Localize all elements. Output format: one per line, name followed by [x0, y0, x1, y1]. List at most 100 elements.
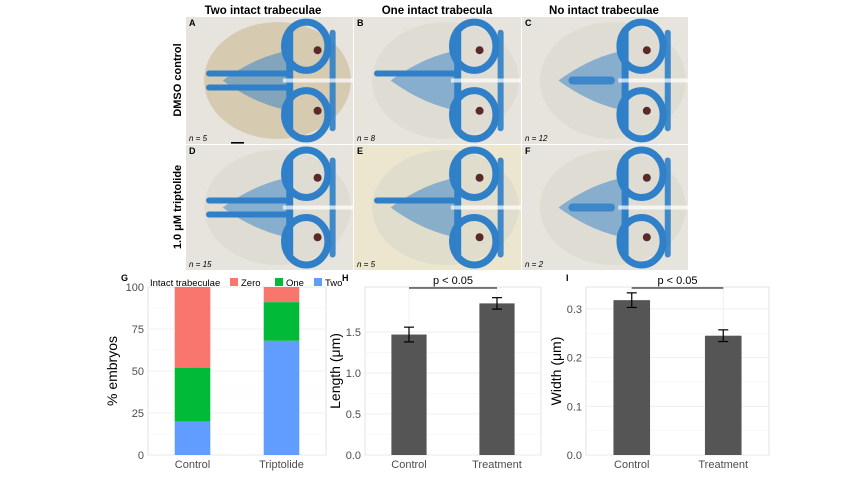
notochord [282, 205, 353, 210]
chart-i: I 0.0 0.1 0.2 0.3 Width (μm) Control Treatment p… [548, 273, 770, 471]
y-tick-label: 1.5 [346, 327, 361, 339]
legend: Intact trabeculae Zero One Two [150, 278, 342, 289]
y-axis-label: Length (μm) [327, 333, 343, 409]
otolith [475, 173, 484, 182]
notochord [282, 78, 353, 83]
legend-title: Intact trabeculae [150, 278, 220, 289]
notochord [618, 205, 688, 210]
micrograph-panel: Dn = 15 [186, 145, 353, 270]
sample-size: n = 2 [525, 260, 544, 269]
legend-label-two: Two [325, 278, 342, 289]
significance-label: p < 0.05 [433, 275, 473, 287]
legend-key-two [314, 278, 322, 286]
otic-capsule [281, 146, 332, 201]
otic-capsule [449, 18, 500, 74]
x-tick-label: Control [391, 459, 426, 471]
micrograph-panel: Bn = 8 [354, 17, 521, 144]
y-tick-label: 0.5 [346, 409, 361, 421]
notochord [450, 205, 521, 210]
panel-letter: C [525, 18, 532, 28]
ethmoid-plate [222, 177, 290, 238]
otolith [313, 46, 322, 55]
ethmoid-plate [558, 50, 625, 111]
bar-segment-two [263, 340, 300, 455]
sample-size: n = 5 [189, 134, 208, 143]
x-tick-label: Control [175, 459, 210, 471]
bar [391, 334, 427, 455]
otic-capsule [281, 214, 332, 269]
sample-size: n = 12 [525, 134, 548, 143]
otolith [475, 106, 484, 115]
otolith [642, 173, 651, 182]
otolith [313, 233, 322, 242]
panel-letter: G [121, 273, 128, 283]
significance-label: p < 0.05 [657, 275, 697, 287]
legend-label-one: One [286, 278, 304, 289]
sample-size: n = 5 [357, 260, 376, 269]
x-tick-label: Treatment [698, 459, 748, 471]
otic-capsule [616, 146, 667, 201]
y-tick-label: 0 [138, 450, 144, 462]
x-tick-label: Triptolide [259, 459, 304, 471]
otic-capsule [281, 18, 332, 74]
otic-capsule [281, 87, 332, 143]
otolith [475, 46, 484, 55]
y-axis-label: Width (μm) [548, 337, 564, 406]
micrograph-panel: En = 5 [354, 145, 521, 270]
otolith [642, 233, 651, 242]
y-tick-label: 1.0 [346, 368, 361, 380]
row-label-dmso: DMSO control [172, 43, 184, 116]
scale-bar [231, 142, 244, 144]
notochord [618, 78, 688, 83]
sample-size: n = 15 [189, 260, 212, 269]
sample-size: n = 8 [357, 134, 376, 143]
bar [479, 303, 515, 455]
ethmoid-plate [222, 50, 290, 111]
legend-key-zero [230, 278, 238, 286]
x-tick-label: Control [614, 459, 649, 471]
row-label-triptolide: 1.0 μM triptolide [172, 165, 184, 249]
otolith [313, 173, 322, 182]
panel-letter: H [342, 273, 349, 283]
x-tick-label: Treatment [472, 459, 522, 471]
bar-segment-zero [174, 287, 211, 368]
notochord [450, 78, 521, 83]
y-tick-label: 0.1 [567, 401, 582, 413]
chart-panels: G 0 25 50 75 100 % embryos Control Triptolide Int… [104, 273, 770, 471]
legend-label-zero: Zero [241, 278, 261, 289]
bar-segment-two [174, 421, 211, 455]
otic-capsule [449, 87, 500, 143]
ethmoid-plate [558, 177, 625, 238]
y-tick-label: 25 [132, 408, 144, 420]
panel-letter: A [189, 18, 196, 28]
y-tick-label: 0.0 [567, 450, 582, 462]
y-tick-label: 0.3 [567, 304, 582, 316]
bar-segment-one [263, 302, 300, 341]
otolith [313, 106, 322, 115]
micrograph-panel: Fn = 2 [522, 145, 688, 270]
otic-capsule [616, 214, 667, 269]
y-axis-label: % embryos [104, 336, 120, 406]
legend-key-one [275, 278, 283, 286]
bar-segment-zero [263, 287, 300, 303]
panel-letter: E [357, 146, 363, 156]
y-tick-label: 50 [132, 366, 144, 378]
ethmoid-plate [390, 177, 458, 238]
micrograph-panel: Cn = 12 [522, 17, 688, 144]
y-tick-label: 0.2 [567, 353, 582, 365]
column-header-two: Two intact trabeculae [205, 5, 322, 17]
otic-capsule [616, 87, 667, 143]
otic-capsule [449, 146, 500, 201]
panel-letter: D [189, 146, 196, 156]
ethmoid-plate [390, 50, 458, 111]
otolith [475, 233, 484, 242]
bar [613, 300, 651, 455]
column-header-one: One intact trabecula [382, 5, 493, 17]
panel-letter: I [566, 273, 569, 283]
panel-letter: B [357, 18, 364, 28]
bar-segment-one [174, 367, 211, 422]
chart-g: G 0 25 50 75 100 % embryos Control Triptolide Int… [104, 273, 342, 471]
otic-capsule [616, 18, 667, 74]
